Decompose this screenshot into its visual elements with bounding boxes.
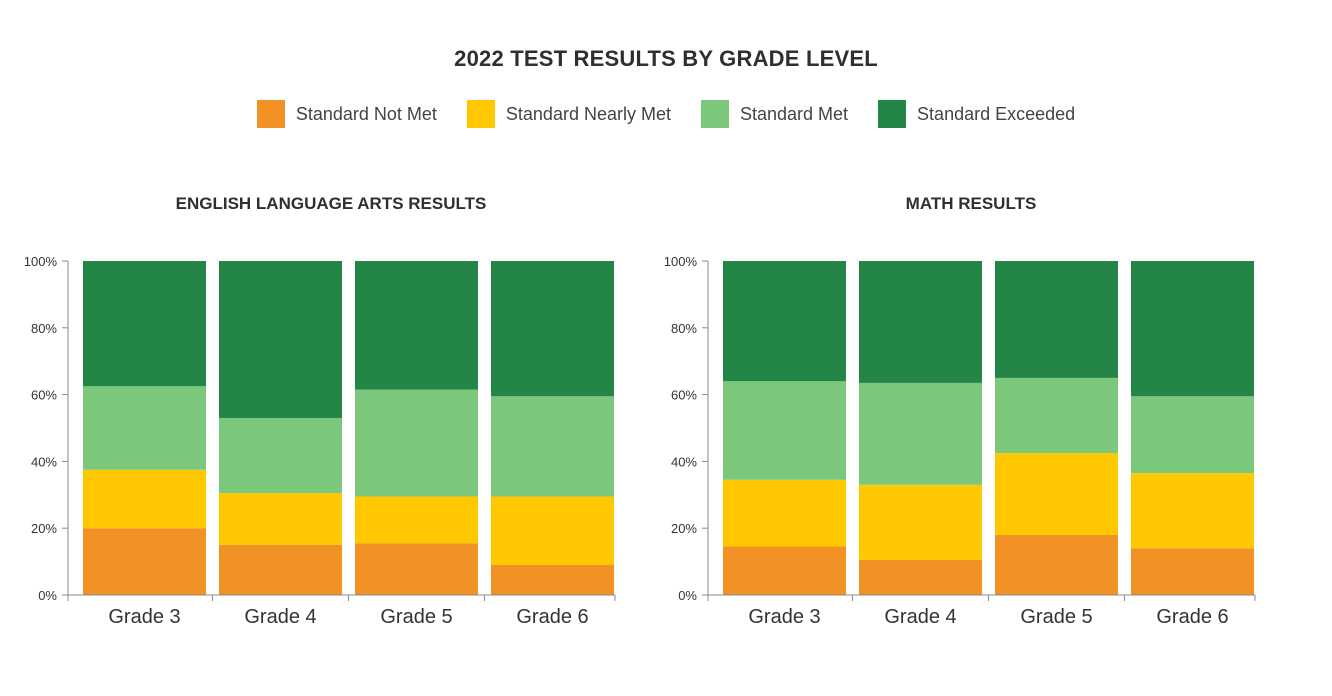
page-title: 2022 TEST RESULTS BY GRADE LEVEL <box>454 46 878 71</box>
ela-bar-grade-5-standard-nearly-met <box>355 496 478 544</box>
ela-bar-grade-3-standard-exceeded <box>83 261 206 387</box>
math-bar-grade-5-standard-not-met <box>995 534 1118 595</box>
ela-xtick-grade-3: Grade 3 <box>108 606 180 628</box>
ela-bar-grade-6-standard-nearly-met <box>491 496 614 565</box>
legend-label-nearly-met: Standard Nearly Met <box>505 103 671 124</box>
ela-xtick-grade-6: Grade 6 <box>516 606 588 628</box>
ela-bar-grade-4-standard-exceeded <box>219 261 342 418</box>
ela-bar-grade-5-standard-met <box>355 389 478 497</box>
math-bar-grade-4-standard-exceeded <box>859 261 982 383</box>
ela-bar-grade-4-standard-nearly-met <box>219 493 342 545</box>
legend-swatch-not-met <box>256 100 285 128</box>
math-bar-grade-4-standard-nearly-met <box>859 484 982 560</box>
math-xtick-grade-3: Grade 3 <box>748 606 820 628</box>
math-results-chart: MATH RESULTS Grade 3 Grade 4 Grade 5 Grade 6… <box>664 194 1256 628</box>
math-ytick-label-4: 80% <box>671 321 697 336</box>
math-ytick-label-3: 60% <box>671 388 697 403</box>
legend-item-not-met: Standard Not Met <box>256 100 437 128</box>
math-xtick-grade-4: Grade 4 <box>884 606 956 628</box>
ela-bar-grade-3-standard-nearly-met <box>83 469 206 529</box>
math-bar-grade-3-standard-exceeded <box>723 261 846 382</box>
ela-bar-grade-4-standard-not-met <box>219 544 342 595</box>
math-ytick-label-0: 0% <box>678 588 697 603</box>
ela-bar-grade-4-standard-met <box>219 417 342 494</box>
ela-ytick-label-5: 100% <box>24 254 58 269</box>
ela-bar-grade-6-standard-not-met <box>491 564 614 595</box>
legend-item-nearly-met: Standard Nearly Met <box>466 100 671 128</box>
ela-xtick-grade-4: Grade 4 <box>244 606 316 628</box>
ela-chart-title: ENGLISH LANGUAGE ARTS RESULTS <box>176 194 487 213</box>
math-chart-title: MATH RESULTS <box>906 194 1037 213</box>
math-bar-grade-5-standard-exceeded <box>995 261 1118 378</box>
legend-label-met: Standard Met <box>739 103 849 124</box>
ela-bar-grade-6-standard-met <box>491 396 614 497</box>
ela-results-chart: ENGLISH LANGUAGE ARTS RESULTS Grade 3 Grad… <box>24 194 616 628</box>
math-bar-grade-4-standard-met <box>859 382 982 485</box>
ela-bar-grade-5-standard-not-met <box>355 543 478 595</box>
ela-bar-grade-6-standard-exceeded <box>491 261 614 397</box>
math-bar-grade-3-standard-not-met <box>723 546 846 595</box>
math-bar-grade-5-standard-nearly-met <box>995 453 1118 535</box>
legend-swatch-met <box>700 100 729 128</box>
math-bar-grade-5-standard-met <box>995 377 1118 454</box>
ela-ytick-label-4: 80% <box>31 321 57 336</box>
ela-ytick-label-1: 20% <box>31 521 57 536</box>
math-bar-grade-6-standard-exceeded <box>1131 261 1254 397</box>
legend: Standard Not Met Standard Nearly Met Sta… <box>0 100 1332 128</box>
math-bar-grade-4-standard-not-met <box>859 559 982 595</box>
math-ytick-label-2: 40% <box>671 454 697 469</box>
legend-swatch-exceeded <box>878 100 907 128</box>
math-bar-grade-3-standard-nearly-met <box>723 479 846 547</box>
legend-label-not-met: Standard Not Met <box>295 103 437 124</box>
math-xtick-grade-6: Grade 6 <box>1156 606 1228 628</box>
math-xtick-grade-5: Grade 5 <box>1020 606 1092 628</box>
ela-ytick-label-3: 60% <box>31 388 57 403</box>
ela-ytick-label-2: 40% <box>31 454 57 469</box>
ela-bar-grade-3-standard-not-met <box>83 528 206 595</box>
legend-swatch-nearly-met <box>466 100 495 128</box>
legend-item-met: Standard Met <box>700 100 849 128</box>
ela-xtick-grade-5: Grade 5 <box>380 606 452 628</box>
ela-bar-grade-5-standard-exceeded <box>355 261 478 390</box>
math-bar-grade-6-standard-nearly-met <box>1131 473 1254 549</box>
math-bar-grade-6-standard-not-met <box>1131 548 1254 595</box>
legend-label-exceeded: Standard Exceeded <box>917 103 1076 124</box>
math-ytick-label-1: 20% <box>671 521 697 536</box>
math-ytick-label-5: 100% <box>664 254 698 269</box>
math-bar-grade-3-standard-met <box>723 381 846 480</box>
ela-bar-grade-3-standard-met <box>83 386 206 470</box>
ela-ytick-label-0: 0% <box>38 588 57 603</box>
math-bar-grade-6-standard-met <box>1131 396 1254 474</box>
legend-item-exceeded: Standard Exceeded <box>878 100 1075 128</box>
